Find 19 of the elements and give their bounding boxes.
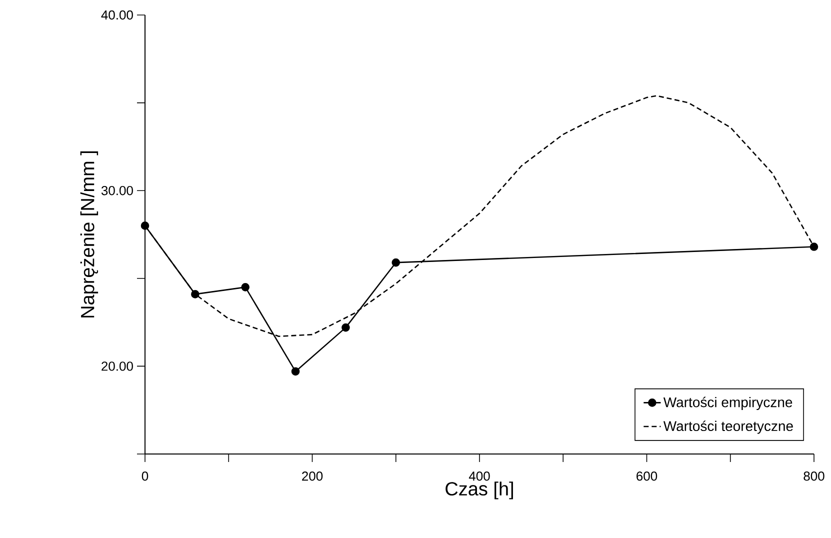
point (291, 367, 300, 376)
x-tick-label: 0 (142, 472, 148, 481)
point (810, 242, 818, 251)
x-tick-label: 400 (468, 472, 490, 481)
legend-label: Wartości teoretyczne (663, 420, 793, 434)
point (191, 290, 200, 298)
x-tick-label: 600 (636, 472, 658, 481)
x-axis-title: Czas [h] (446, 482, 513, 500)
point (140, 222, 150, 230)
y-tick-label: 40.00 (101, 10, 133, 20)
y-axis-title: Naprężenie [N/mm ] (80, 151, 98, 318)
x-tick-label: 800 (804, 472, 824, 481)
legend-label: Wartości empiryczne (663, 396, 792, 410)
y-tick-label: 30.00 (101, 186, 133, 196)
point (392, 258, 400, 267)
point (241, 283, 250, 292)
x-tick-label: 200 (302, 472, 323, 481)
y-tick-label: 20.00 (102, 362, 133, 371)
point (342, 323, 350, 332)
